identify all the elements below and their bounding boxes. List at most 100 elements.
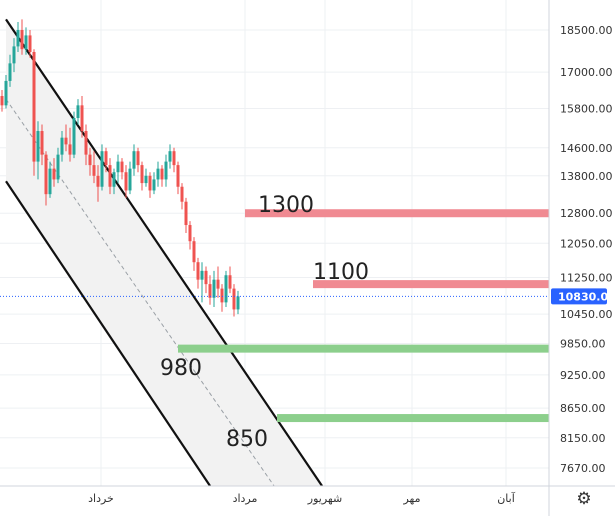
channel-midline [5, 98, 275, 487]
candle-body [184, 201, 188, 226]
channel-upper-line [5, 18, 323, 487]
candle-body [64, 137, 68, 145]
candles [0, 19, 240, 317]
candle-body [144, 175, 148, 184]
candle-body [168, 151, 172, 162]
current-price-value: 10830.00 [558, 290, 615, 303]
level-label: 1300 [258, 193, 314, 218]
x-tick-label: مرداد [233, 492, 258, 505]
candle-body [140, 165, 144, 184]
support-resistance-levels [178, 209, 549, 423]
candle-body [44, 154, 48, 195]
candle-body [176, 165, 180, 187]
candle-body [48, 168, 52, 195]
candle-body [124, 172, 128, 191]
candle-body [236, 296, 240, 310]
candle-body [208, 284, 212, 298]
candle-body [200, 270, 204, 280]
y-tick-label: 8150.00 [560, 432, 606, 445]
candle-body [88, 154, 92, 166]
candle-body [12, 46, 16, 64]
candle-body [220, 288, 224, 303]
y-tick-label: 9850.00 [560, 338, 606, 351]
gear-icon[interactable]: ⚙ [576, 489, 592, 509]
candle-body [8, 63, 12, 81]
level-bar [245, 209, 549, 218]
y-tick-label: 14600.00 [560, 142, 613, 155]
candle-body [112, 172, 116, 187]
candle-body [108, 165, 112, 187]
x-tick-label: خرداد [88, 492, 114, 505]
candle-body [0, 96, 4, 106]
y-tick-label: 17000.00 [560, 66, 613, 79]
candle-body [92, 165, 96, 176]
level-label: 980 [160, 356, 202, 381]
candle-body [172, 151, 176, 166]
candle-body [196, 262, 200, 280]
candle-body [104, 151, 108, 166]
candle-body [216, 279, 220, 289]
candle-body [120, 161, 124, 173]
candle-body [100, 151, 104, 187]
candle-body [68, 144, 72, 155]
candle-body [60, 137, 64, 155]
x-tick-label: آبان [497, 491, 515, 505]
candle-body [116, 161, 120, 173]
candle-body [212, 279, 216, 298]
x-tick-label: مهر [402, 492, 420, 505]
candle-body [20, 30, 24, 50]
candle-body [160, 168, 164, 180]
x-tick-label: شهریور [307, 492, 342, 505]
level-bar [277, 414, 549, 423]
candle-body [28, 35, 32, 52]
candle-body [156, 168, 160, 180]
candle-body [128, 168, 132, 191]
y-tick-label: 10450.00 [560, 308, 613, 321]
candle-body [164, 161, 168, 180]
candle-body [136, 151, 140, 166]
candle-body [52, 168, 56, 180]
candle-body [96, 175, 100, 187]
candle-body [32, 51, 36, 162]
y-tick-label: 12050.00 [560, 237, 613, 250]
candle-body [180, 186, 184, 202]
candle-body [204, 270, 208, 285]
candle-body [188, 225, 192, 242]
candle-body [192, 241, 196, 263]
level-annotations: 1300 1100 980 850 [160, 193, 369, 452]
current-price-badge [551, 288, 607, 305]
level-label: 1100 [313, 260, 369, 285]
y-tick-label: 11250.00 [560, 271, 613, 284]
candle-body [72, 118, 76, 155]
y-tick-label: 7670.00 [560, 462, 606, 475]
candle-body [56, 154, 60, 180]
candle-body [228, 275, 232, 289]
candle-body [40, 131, 44, 155]
candle-body [16, 30, 20, 47]
candle-body [80, 105, 84, 132]
candle-body [148, 175, 152, 191]
y-tick-label: 15800.00 [560, 102, 613, 115]
candle-body [24, 35, 28, 50]
y-tick-label: 9250.00 [560, 369, 606, 382]
y-tick-label: 12800.00 [560, 207, 613, 220]
candle-body [132, 151, 136, 169]
candle-body [152, 179, 156, 191]
channel-lower-line [5, 180, 211, 487]
candle-body [76, 105, 80, 119]
y-tick-label: 18500.00 [560, 24, 613, 37]
candle-body [4, 80, 8, 106]
y-tick-label: 13800.00 [560, 170, 613, 183]
candle-body [84, 131, 88, 155]
level-label: 850 [226, 427, 268, 452]
candle-body [232, 288, 236, 310]
y-tick-label: 8650.00 [560, 402, 606, 415]
level-bar [178, 344, 549, 353]
candle-body [36, 131, 40, 162]
candle-body [224, 275, 228, 303]
level-bar [313, 280, 549, 289]
price-channel [5, 18, 323, 487]
